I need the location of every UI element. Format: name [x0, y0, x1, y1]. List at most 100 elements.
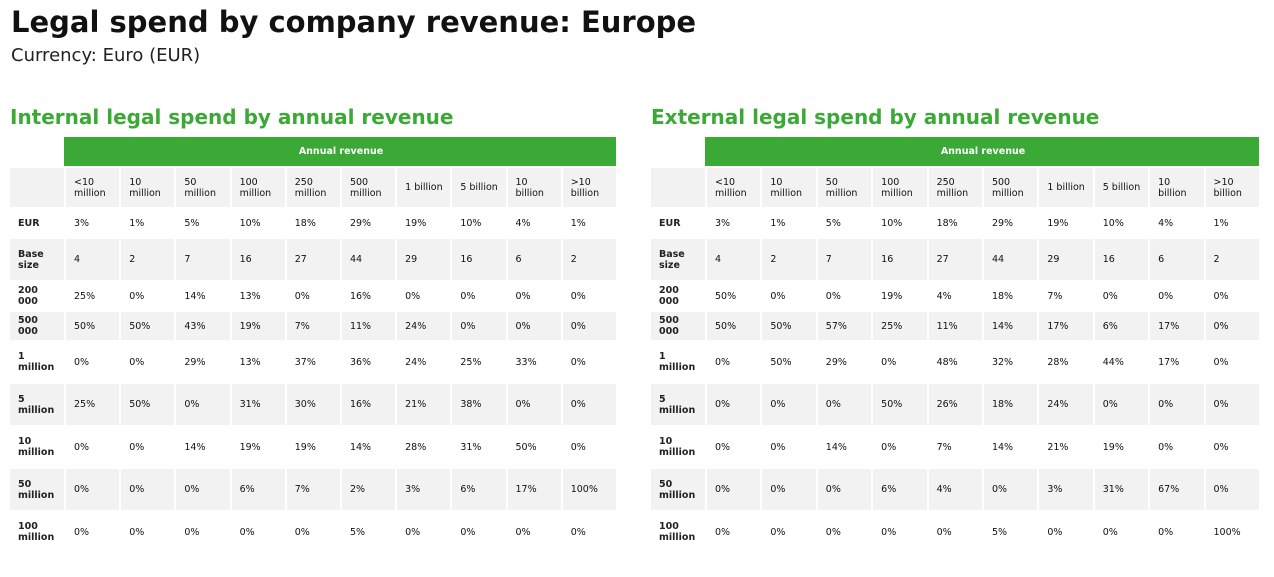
- row-label: 100 million: [651, 510, 705, 552]
- column-header-blank: [651, 166, 705, 207]
- column-header: 10 million: [119, 166, 175, 207]
- table-cell: 1%: [760, 207, 816, 237]
- table-cell: 4: [705, 237, 761, 280]
- table-cell: 32%: [981, 340, 1038, 382]
- table-cell: 0%: [560, 340, 616, 382]
- table-cell: 29: [1037, 237, 1093, 280]
- table-cell: 0%: [560, 310, 616, 340]
- table-row: 500 000 50% 50% 57% 25% 11% 14% 17% 6% 17% 0%: [651, 310, 1259, 340]
- row-label: 500 000: [651, 310, 705, 340]
- table-cell: 0%: [1037, 510, 1093, 552]
- table-cell: 44: [339, 237, 396, 280]
- table-cell: 19%: [229, 310, 285, 340]
- table-cell: 24%: [395, 340, 451, 382]
- table-cell: 7%: [284, 310, 340, 340]
- table-cell: 25%: [450, 340, 506, 382]
- table-cell: 1%: [560, 207, 616, 237]
- table-cell: 18%: [926, 207, 982, 237]
- table-cell: 17%: [1037, 310, 1093, 340]
- table-cell: 16: [450, 237, 506, 280]
- column-header: 250 million: [926, 166, 982, 207]
- table-cell: 37%: [284, 340, 340, 382]
- table-cell: 19%: [871, 280, 927, 310]
- table-cell: 0%: [1203, 467, 1259, 510]
- table-cell: 0%: [871, 425, 927, 467]
- table-cell: 0%: [174, 382, 230, 425]
- column-header: >10 billion: [1203, 166, 1259, 207]
- row-label: EUR: [651, 207, 705, 237]
- table-cell: 0%: [1203, 340, 1259, 382]
- table-cell: 16%: [339, 280, 396, 310]
- table-row: 1 million 0% 0% 29% 13% 37% 36% 24% 25% 33% 0%: [10, 340, 616, 382]
- table-cell: 30%: [284, 382, 340, 425]
- table-cell: 19%: [395, 207, 451, 237]
- table-cell: 14%: [174, 280, 230, 310]
- table-cell: 5%: [339, 510, 396, 552]
- table-cell: 26%: [926, 382, 982, 425]
- table-cell: 50%: [871, 382, 927, 425]
- table-cell: 10%: [229, 207, 285, 237]
- table-cell: 25%: [64, 382, 120, 425]
- table-cell: 5%: [815, 207, 872, 237]
- table-cell: 43%: [174, 310, 230, 340]
- table-cell: 4: [64, 237, 120, 280]
- table-cell: 14%: [981, 425, 1038, 467]
- table-cell: 3%: [64, 207, 120, 237]
- table-row: 200 000 25% 0% 14% 13% 0% 16% 0% 0% 0% 0%: [10, 280, 616, 310]
- table-cell: 14%: [339, 425, 396, 467]
- table-cell: 0%: [760, 467, 816, 510]
- column-header: 1 billion: [1037, 166, 1093, 207]
- table-cell: 31%: [450, 425, 506, 467]
- annual-revenue-band: Annual revenue: [705, 137, 1259, 166]
- table-row: 50 million 0% 0% 0% 6% 7% 2% 3% 6% 17% 100%: [10, 467, 616, 510]
- column-header: 10 million: [760, 166, 816, 207]
- column-header: 50 million: [815, 166, 872, 207]
- table-cell: 10%: [1092, 207, 1149, 237]
- row-label: 10 million: [651, 425, 705, 467]
- table-cell: 0%: [119, 340, 175, 382]
- table-row: 10 million 0% 0% 14% 0% 7% 14% 21% 19% 0% 0%: [651, 425, 1259, 467]
- table-cell: 0%: [450, 310, 506, 340]
- table-cell: 50%: [505, 425, 561, 467]
- table-cell: 18%: [981, 280, 1038, 310]
- row-label: Base size: [10, 237, 64, 280]
- row-label: 10 million: [10, 425, 64, 467]
- table-cell: 0%: [284, 510, 340, 552]
- row-label: Base size: [651, 237, 705, 280]
- table-cell: 24%: [1037, 382, 1093, 425]
- table-cell: 0%: [1092, 382, 1149, 425]
- column-header: 50 million: [174, 166, 230, 207]
- table-cell: 2: [760, 237, 816, 280]
- table-cell: 0%: [981, 467, 1038, 510]
- column-header-blank: [10, 166, 64, 207]
- table-cell: 0%: [284, 280, 340, 310]
- external-spend-table: Annual revenue <10 million 10 million 50 mi…: [651, 137, 1259, 552]
- table-cell: 0%: [1148, 510, 1204, 552]
- table-cell: 6: [1148, 237, 1204, 280]
- table-cell: 18%: [284, 207, 340, 237]
- table-cell: 0%: [64, 340, 120, 382]
- row-label: 5 million: [10, 382, 64, 425]
- table-cell: 2: [1203, 237, 1259, 280]
- table-cell: 6%: [871, 467, 927, 510]
- table-cell: 7: [815, 237, 872, 280]
- column-header: 250 million: [284, 166, 340, 207]
- table-cell: 21%: [395, 382, 451, 425]
- table-cell: 19%: [229, 425, 285, 467]
- table-row: 100 million 0% 0% 0% 0% 0% 5% 0% 0% 0% 0%: [10, 510, 616, 552]
- table-cell: 17%: [1148, 340, 1204, 382]
- table-cell: 4%: [926, 280, 982, 310]
- row-label: 1 million: [651, 340, 705, 382]
- table-cell: 6%: [229, 467, 285, 510]
- table-cell: 57%: [815, 310, 872, 340]
- table-cell: 29%: [815, 340, 872, 382]
- table-cell: 0%: [705, 425, 761, 467]
- table-cell: 19%: [1037, 207, 1093, 237]
- table-cell: 67%: [1148, 467, 1204, 510]
- column-header: <10 million: [64, 166, 120, 207]
- table-cell: 0%: [450, 280, 506, 310]
- table-cell: 0%: [926, 510, 982, 552]
- column-header: 500 million: [339, 166, 396, 207]
- table-cell: 5%: [981, 510, 1038, 552]
- internal-spend-table: Annual revenue <10 million 10 million 50 mi…: [10, 137, 616, 552]
